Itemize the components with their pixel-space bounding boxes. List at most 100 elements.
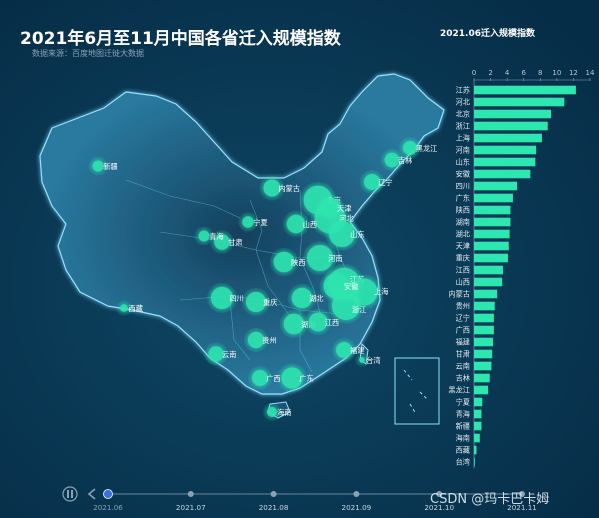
bubble-label: 河南	[328, 254, 342, 263]
bubble-label: 江苏	[350, 275, 364, 284]
bar-贵州	[474, 301, 495, 311]
timeline-label[interactable]: 2021.11	[507, 503, 537, 512]
y-tick-label: 陕西	[456, 206, 470, 215]
timeline-label[interactable]: 2021.06	[93, 503, 123, 512]
bubble-label: 广西	[266, 374, 280, 383]
pause-bar-left	[67, 490, 69, 498]
y-tick-label: 江西	[456, 266, 470, 275]
bubble-label: 海南	[277, 408, 291, 417]
y-tick-label: 辽宁	[456, 314, 470, 323]
y-tick-label: 甘肃	[456, 350, 470, 359]
y-tick-label: 北京	[456, 110, 470, 119]
timeline-node[interactable]	[270, 491, 277, 497]
bar-山西	[474, 277, 503, 287]
bar-湖北	[474, 229, 510, 239]
bubble-label: 天津	[337, 204, 351, 213]
bar-广西	[474, 325, 494, 335]
timeline-label[interactable]: 2021.10	[424, 503, 454, 512]
y-tick-label: 上海	[456, 134, 470, 143]
y-tick-label: 湖南	[456, 218, 470, 227]
y-tick-label: 山西	[456, 278, 470, 287]
y-tick-label: 内蒙古	[448, 290, 470, 299]
bubble-黑龙江	[403, 141, 417, 155]
bubble-label: 甘肃	[228, 238, 242, 247]
bar-黑龙江	[474, 385, 489, 395]
bubble-内蒙古	[263, 179, 281, 197]
map-bubble-layer: 江苏河北北京浙江上海河南山东安徽四川广东陕西湖南湖北天津重庆江西山西内蒙古贵州辽…	[88, 137, 437, 422]
bubble-label: 福建	[350, 346, 364, 355]
bubble-label: 湖北	[309, 294, 323, 303]
bubble-label: 广东	[299, 374, 313, 383]
bar-辽宁	[474, 313, 494, 323]
bubble-label: 河北	[339, 214, 353, 223]
x-tick-label: 14	[586, 69, 595, 77]
bubble-山西	[286, 214, 306, 234]
bubble-江西	[308, 312, 328, 332]
bar-青海	[474, 409, 482, 419]
south-china-sea-inset	[394, 357, 440, 425]
y-tick-label: 新疆	[456, 422, 470, 431]
bubble-label: 浙江	[352, 305, 366, 314]
bubble-上海	[350, 278, 378, 306]
bar-安徽	[474, 169, 531, 179]
x-tick-label: 8	[538, 69, 542, 77]
bubble-label: 宁夏	[253, 218, 267, 227]
bar-湖南	[474, 217, 511, 227]
y-tick-label: 河南	[456, 146, 470, 155]
bubble-label: 内蒙古	[278, 184, 300, 193]
bubble-安徽	[323, 273, 349, 299]
y-tick-label: 四川	[456, 182, 470, 191]
page-subtitle: 数据来源：百度地图迁徙大数据	[32, 49, 144, 58]
prev-icon[interactable]	[87, 488, 96, 500]
y-tick-label: 黑龙江	[448, 386, 470, 395]
bubble-台湾	[359, 357, 365, 363]
bar-山东	[474, 157, 536, 167]
bubble-西藏	[120, 304, 128, 312]
bubble-宁夏	[242, 216, 254, 228]
y-tick-label: 云南	[456, 362, 470, 371]
y-tick-label: 天津	[456, 242, 470, 251]
bubble-天津	[319, 197, 341, 219]
bar-浙江	[474, 121, 548, 131]
y-tick-label: 山东	[456, 158, 470, 167]
timeline-node[interactable]	[187, 491, 194, 497]
bubble-label: 青海	[209, 232, 223, 241]
bubble-海南	[266, 406, 278, 418]
bar-河北	[474, 97, 565, 107]
bar-四川	[474, 181, 518, 191]
bubble-label: 四川	[229, 294, 243, 303]
bar-天津	[474, 241, 509, 251]
bubble-label: 辽宁	[378, 178, 392, 187]
play-icon[interactable]	[62, 486, 78, 502]
page-title: 2021年6月至11月中国各省迁入规模指数	[20, 29, 341, 49]
bubble-吉林	[384, 152, 400, 168]
y-tick-label: 广西	[456, 326, 470, 335]
bar-台湾	[474, 457, 475, 467]
bubble-label: 陕西	[291, 258, 305, 267]
bubble-label: 西藏	[129, 304, 143, 313]
y-tick-label: 浙江	[456, 122, 470, 131]
timeline-node[interactable]	[353, 491, 360, 497]
x-tick-label: 4	[505, 69, 510, 77]
bubble-辽宁	[363, 173, 381, 191]
bubble-label: 新疆	[103, 162, 117, 171]
timeline-label[interactable]: 2021.08	[259, 503, 289, 512]
x-tick-label: 6	[521, 69, 526, 77]
timeline-label[interactable]: 2021.09	[342, 503, 372, 512]
timeline-label[interactable]: 2021.07	[176, 503, 206, 512]
timeline-node[interactable]	[103, 489, 113, 499]
y-tick-label: 海南	[456, 434, 470, 443]
y-tick-label: 宁夏	[456, 398, 470, 407]
bubble-福建	[336, 342, 352, 358]
bubble-山东	[329, 221, 355, 247]
bubble-label: 贵州	[262, 336, 276, 345]
x-tick-label: 0	[472, 69, 476, 77]
timeline-node[interactable]	[436, 491, 443, 497]
bubble-陕西	[273, 251, 295, 273]
bubble-湖北	[291, 287, 313, 309]
bar-重庆	[474, 253, 508, 263]
timeline-node[interactable]	[519, 491, 525, 497]
bar-云南	[474, 361, 492, 371]
timeline: 2021.06 2021.07 2021.08 2021.09 2021.10 2021.…	[62, 486, 537, 512]
